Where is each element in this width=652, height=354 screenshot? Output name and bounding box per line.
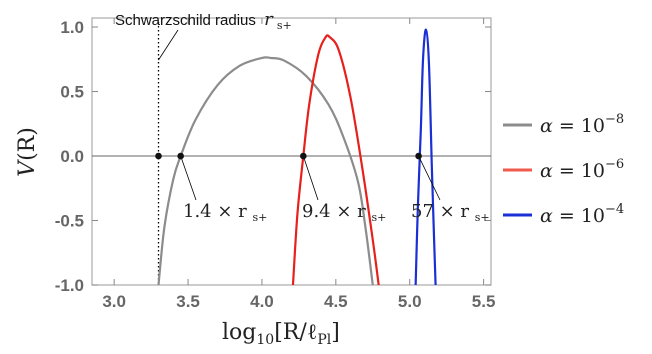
legend-label-1: α = 10−8 xyxy=(540,112,624,137)
zero-marker-4 xyxy=(415,152,422,160)
leader-2 xyxy=(302,155,319,201)
x-tick-label: 4.5 xyxy=(324,292,348,311)
zero-marker-1 xyxy=(155,152,162,160)
x-tick-label: 5.0 xyxy=(398,292,422,311)
leader-schwarzschild xyxy=(158,29,179,61)
legend: α = 10−8 α = 10−6 α = 10−4 xyxy=(503,112,624,227)
x-tick-label: 3.0 xyxy=(102,292,126,311)
y-tick-label: 0.5 xyxy=(60,83,84,102)
x-axis-title: log10[R/ℓPl] xyxy=(222,320,340,348)
series-line-2 xyxy=(291,34,380,286)
x-tick-label: 5.5 xyxy=(472,292,496,311)
zero-marker-2 xyxy=(177,152,184,160)
zero-markers xyxy=(155,152,422,160)
annotation-57: 57 × r s+ xyxy=(411,201,490,224)
annotation-leaders xyxy=(158,29,441,201)
zero-marker-3 xyxy=(300,152,307,160)
x-tick-label: 3.5 xyxy=(176,292,200,311)
x-tick-label: 4.0 xyxy=(250,292,274,311)
annotation-1-4: 1.4 × r s+ xyxy=(183,201,267,224)
schwarzschild-label: Schwarzschild radius r s+ xyxy=(115,9,292,32)
y-tick-label: -1.0 xyxy=(55,276,84,295)
legend-label-3: α = 10−4 xyxy=(540,202,624,227)
y-axis-title: V(R) xyxy=(15,127,40,177)
legend-label-2: α = 10−6 xyxy=(540,157,624,182)
y-tick-label: 1.0 xyxy=(60,18,84,37)
tick-labels: 3.0 3.5 4.0 4.5 5.0 5.5 1.0 0.5 0.0 -0.5 -1.0 xyxy=(55,18,496,311)
series-group xyxy=(157,28,437,286)
y-tick-label: -0.5 xyxy=(55,212,84,231)
plot-frame xyxy=(91,17,492,286)
series-line-1 xyxy=(157,56,374,286)
leader-3 xyxy=(418,155,441,201)
leader-1 xyxy=(180,155,197,201)
series-line-3 xyxy=(414,28,437,286)
annotation-9-4: 9.4 × r s+ xyxy=(302,201,386,224)
y-tick-label: 0.0 xyxy=(60,147,84,166)
